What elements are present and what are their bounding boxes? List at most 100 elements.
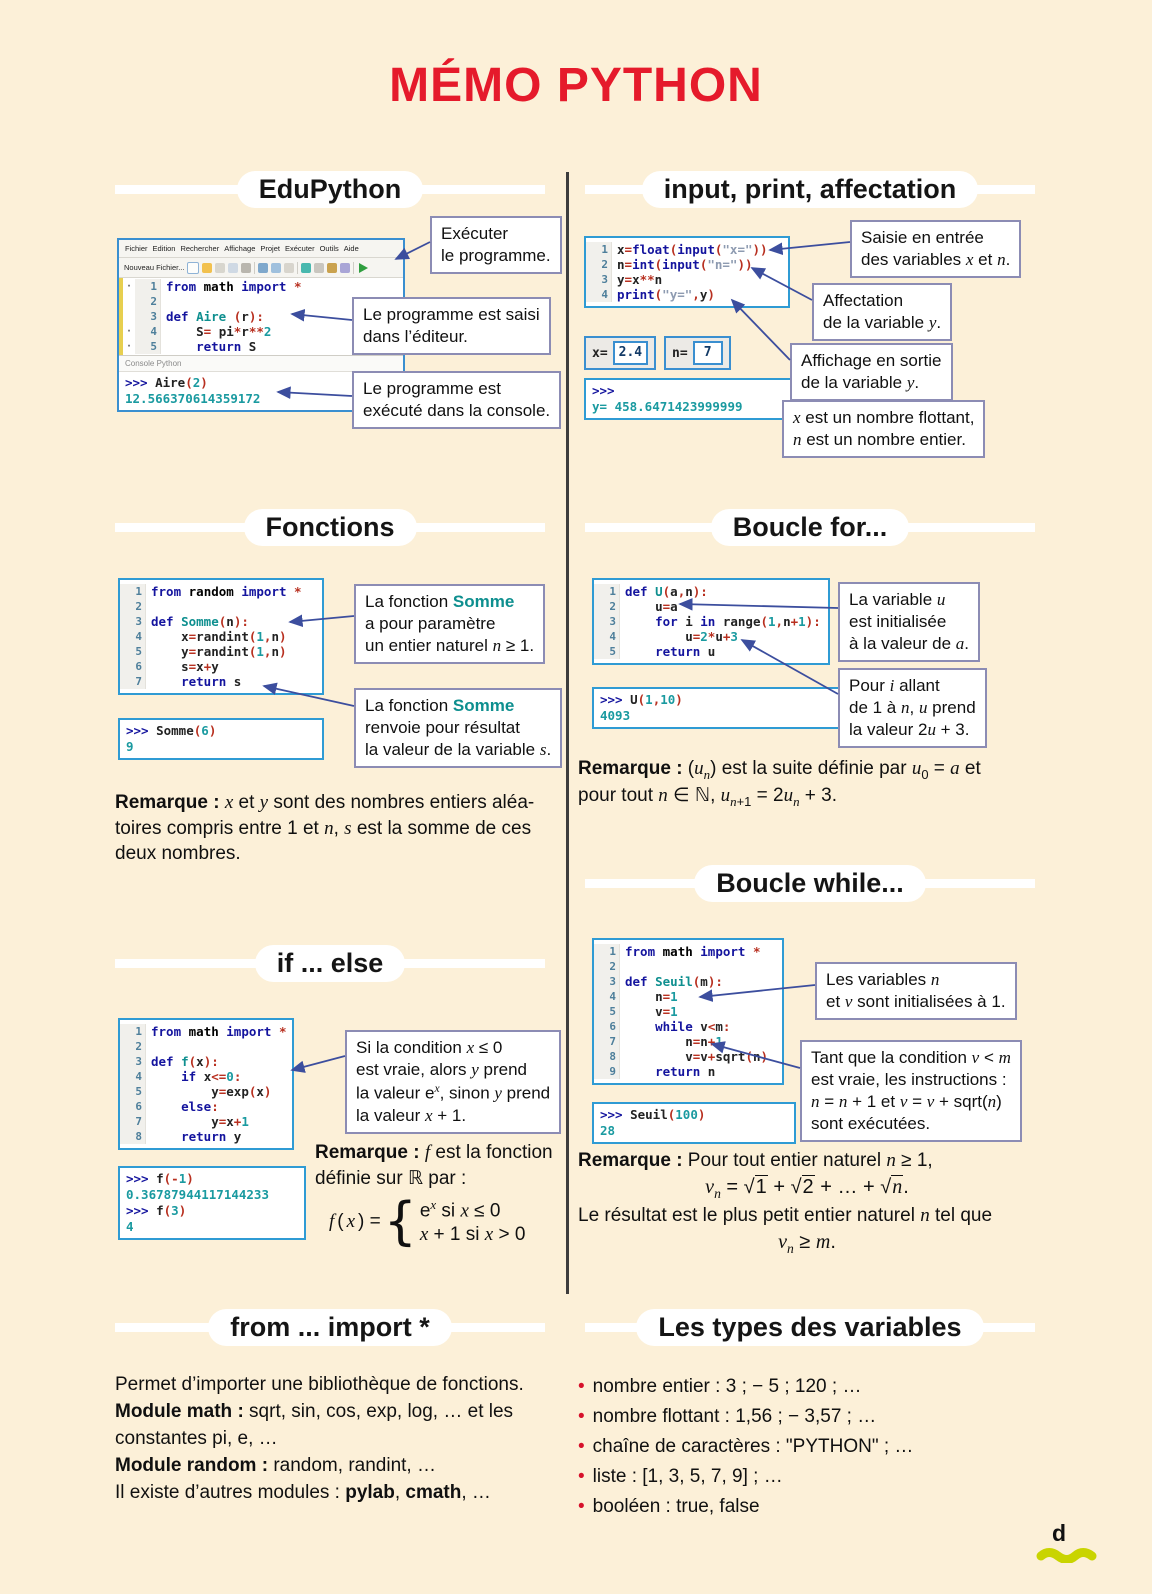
console-input-print: >>> y= 458.6471423999999 [584, 378, 796, 420]
callout-while-loop: Tant que la condition v < m est vraie, le… [800, 1040, 1022, 1143]
page-marker: d [1052, 1520, 1067, 1546]
remark-if-else-intro: Remarque : f est la fonction définie sur … [315, 1142, 553, 1189]
callout-u-init: La variable u est initialisée à la valeur … [838, 582, 981, 663]
code-block-boucle-while: 1 from math import * 2 3 def Seuil(m): 4 n=1… [592, 938, 784, 1085]
header-pill: input, print, affectation [641, 170, 979, 208]
callout-if-else: Si la condition x ≤ 0 est vraie, alors y … [345, 1030, 562, 1135]
list-item-label: nombre entier : 3 ; − 5 ; 120 ; … [592, 1376, 862, 1397]
code-block-if-else: 1 from math import * 2 3 def f(x): 4 if x<=0… [118, 1018, 294, 1150]
callout-editor: Le programme est saisi dans l’éditeur. [352, 297, 551, 356]
cut-icon[interactable] [258, 262, 269, 273]
section-header-types: Les types des variables [585, 1306, 1035, 1348]
menu-item-edition[interactable]: Edition [152, 244, 176, 253]
print-icon[interactable] [241, 262, 252, 273]
page-title: MÉMO PYTHON [389, 59, 763, 112]
paste-icon[interactable] [284, 262, 295, 273]
callout-number-types: x est un nombre flottant, n est un nombre… [782, 400, 986, 459]
header-pill: if ... else [254, 944, 406, 982]
menu-item-rechercher[interactable]: Rechercher [180, 244, 220, 253]
n-label: n= [672, 345, 688, 361]
open-folder-icon[interactable] [202, 262, 213, 273]
list-item-label: liste : [1, 3, 5, 7, 9] ; … [592, 1466, 783, 1487]
from-import-body: Permet d’importer une bibliothèque de fo… [115, 1374, 524, 1503]
column-divider [566, 172, 569, 1294]
save-all-icon[interactable] [228, 262, 239, 273]
remark-while-formula2: vn ≥ m. [778, 1230, 836, 1256]
section-header-boucle-while: Boucle while... [585, 862, 1035, 904]
toolbar-separator [353, 261, 355, 274]
list-item: • nombre flottant : 1,56 ; − 3,57 ; … [578, 1402, 1033, 1432]
x-label: x= [592, 345, 608, 361]
remark-if-else: Remarque : f est la fonction définie sur … [315, 1140, 558, 1253]
toolbar-separator [297, 261, 299, 274]
list-item: • liste : [1, 3, 5, 7, 9] ; … [578, 1462, 1033, 1492]
callout-console: Le programme est exécuté dans la console. [352, 371, 562, 430]
menu-item-affichage[interactable]: Affichage [224, 244, 256, 253]
remark-boucle-for: Remarque : (un) est la suite définie par… [578, 758, 981, 810]
undo-icon[interactable] [301, 262, 312, 273]
header-pill: Les types des variables [636, 1308, 984, 1346]
section-header-edupython: EduPython [115, 168, 545, 210]
bullet-icon: • [578, 1436, 585, 1457]
input-field-n[interactable]: n= 7 [664, 336, 731, 370]
check-icon[interactable] [327, 262, 338, 273]
bullet-icon: • [578, 1496, 585, 1517]
callout-input: Saisie en entrée des variables x et n. [850, 220, 1022, 279]
list-item-label: nombre flottant : 1,56 ; − 3,57 ; … [592, 1406, 877, 1427]
run-button-icon[interactable] [359, 262, 369, 273]
console-boucle-for: >>> U(1,10) 4093 [592, 687, 842, 729]
types-list: • nombre entier : 3 ; − 5 ; 120 ; … • nomb… [578, 1372, 1033, 1522]
view-icon[interactable] [340, 262, 351, 273]
n-value[interactable]: 7 [692, 341, 723, 365]
header-pill: Boucle for... [710, 508, 910, 546]
menu-item-projet[interactable]: Projet [260, 244, 280, 253]
callout-while-init: Les variables n et v sont initialisées à … [815, 962, 1017, 1021]
list-item: • booléen : true, false [578, 1492, 1033, 1522]
page-marker-squiggle [1036, 1548, 1097, 1563]
save-icon[interactable] [215, 262, 226, 273]
console-if-else: >>> f(-1) 0.36787944117144233 >>> f(3) 4 [118, 1166, 306, 1240]
code-block-boucle-for: 1 def U(a,n): 2 u=a 3 for i in range(1,n+1)… [592, 578, 830, 665]
redo-icon[interactable] [314, 262, 325, 273]
input-field-x[interactable]: x= 2.4 [584, 336, 657, 370]
copy-icon[interactable] [271, 262, 282, 273]
new-file-button[interactable]: Nouveau Fichier... [124, 263, 185, 272]
code-block-input-print: 1 x=float(input("x=")) 2 n=int(input("n="))… [584, 236, 790, 308]
list-item: • chaîne de caractères : "PYTHON" ; … [578, 1432, 1033, 1462]
x-value[interactable]: 2.4 [612, 341, 649, 365]
bullet-icon: • [578, 1406, 585, 1427]
callout-run-program: Exécuter le programme. [430, 216, 562, 275]
section-header-if-else: if ... else [115, 942, 545, 984]
edupython-menubar: Fichier Edition Rechercher Affichage Pro… [119, 240, 403, 258]
remark-fonctions: Remarque : x et y sont des nombres entie… [115, 792, 535, 865]
code-block-fonctions: 1 from random import * 2 3 def Somme(n): 4 x… [118, 578, 324, 695]
menu-item-outils[interactable]: Outils [319, 244, 339, 253]
header-pill: Fonctions [243, 508, 417, 546]
edupython-toolbar: Nouveau Fichier... [119, 258, 403, 278]
menu-item-aide[interactable]: Aide [343, 244, 359, 253]
console-fonctions: >>> Somme(6) 9 [118, 718, 324, 760]
section-header-from-import: from ... import * [115, 1306, 545, 1348]
remark-while-line2: Le résultat est le plus petit entier nat… [578, 1204, 993, 1226]
new-file-icon[interactable] [187, 261, 200, 274]
remark-while-formula1: vn = √1 + √2 + … + √n. [705, 1174, 909, 1201]
header-pill: Boucle while... [694, 864, 926, 902]
remark-while-line1: Remarque : Pour tout entier naturel n ≥ … [578, 1150, 933, 1171]
callout-somme-param: La fonction Somme a pour paramètre un enti… [354, 584, 546, 665]
menu-item-executer[interactable]: Exécuter [284, 244, 315, 253]
toolbar-separator [254, 261, 256, 274]
section-header-boucle-for: Boucle for... [585, 506, 1035, 548]
list-item-label: chaîne de caractères : "PYTHON" ; … [592, 1436, 914, 1457]
header-pill: EduPython [236, 170, 424, 208]
list-item-label: booléen : true, false [592, 1496, 760, 1517]
section-header-fonctions: Fonctions [115, 506, 545, 548]
console-boucle-while: >>> Seuil(100) 28 [592, 1102, 796, 1144]
menu-item-fichier[interactable]: Fichier [125, 244, 148, 253]
callout-affectation: Affectation de la variable y. [812, 283, 953, 342]
edupython-code-editor: · 1 from math import * 2 3 def Aire (r): · 4 S… [119, 278, 403, 355]
callout-output: Affichage en sortie de la variable y. [790, 343, 953, 402]
console-python-tab[interactable]: Console Python [119, 355, 403, 372]
callout-somme-result: La fonction Somme renvoie pour résultat la… [354, 688, 563, 769]
